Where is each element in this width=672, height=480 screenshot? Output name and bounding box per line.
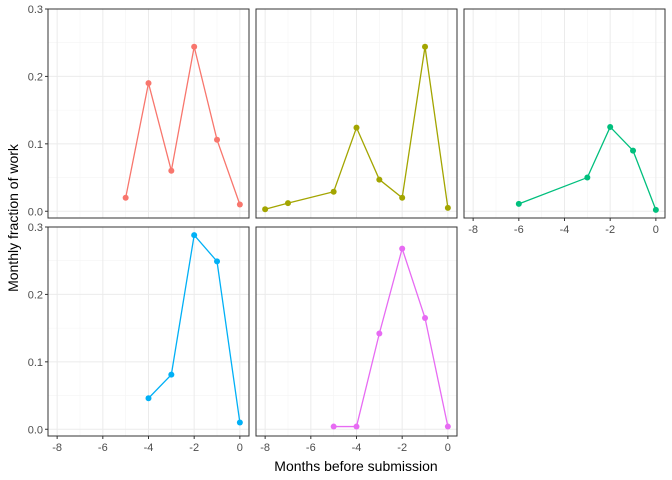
y-tick-label: 0.3	[28, 222, 43, 234]
x-tick-label: 0	[237, 442, 243, 454]
data-point	[191, 232, 198, 239]
y-tick-label: 0.1	[28, 139, 43, 151]
data-point	[145, 80, 152, 87]
x-tick-label: -4	[144, 442, 154, 454]
facet-panel-5: -8 -6 -4 -2 0	[255, 226, 458, 454]
x-tick-label: -6	[514, 224, 524, 236]
data-point	[214, 258, 221, 265]
facet-panel-4: 0.0 0.1 0.2 0.3 -8 -6 -4 -2 0	[28, 222, 250, 454]
data-point	[122, 194, 129, 201]
x-tick-label: -2	[397, 442, 407, 454]
x-tick-label: -2	[605, 224, 615, 236]
data-point	[422, 315, 429, 322]
data-point	[236, 419, 243, 426]
x-axis-title: Months before submission	[274, 458, 437, 474]
data-point	[191, 43, 198, 50]
data-point	[399, 245, 406, 252]
y-axis-title: Monthly fraction of work	[5, 143, 21, 292]
data-point	[168, 167, 175, 174]
data-point	[422, 43, 429, 50]
y-tick-label: 0.2	[28, 289, 43, 301]
panel-border	[47, 8, 250, 219]
x-tick-label: -8	[468, 224, 478, 236]
data-point	[652, 206, 659, 213]
data-point	[376, 176, 383, 183]
data-point	[330, 188, 337, 195]
data-point	[444, 204, 451, 211]
data-point	[353, 423, 360, 430]
x-tick-label: 0	[445, 442, 451, 454]
y-tick-label: 0.3	[28, 4, 43, 16]
x-tick-label: -2	[189, 442, 199, 454]
facet-panel-1: 0.0 0.1 0.2 0.3	[28, 4, 250, 219]
data-point	[376, 330, 383, 337]
x-tick-label: -6	[98, 442, 108, 454]
series-line-1	[125, 46, 241, 205]
data-point	[168, 371, 175, 378]
series-line-2	[264, 46, 449, 210]
panel-border	[255, 8, 458, 219]
data-point	[515, 200, 522, 207]
data-point	[353, 124, 360, 131]
data-point	[607, 123, 614, 130]
x-tick-label: -6	[306, 442, 316, 454]
data-point	[262, 206, 269, 213]
y-tick-label: 0.0	[28, 206, 43, 218]
data-point	[630, 147, 637, 154]
data-point	[236, 201, 243, 208]
facet-panel-3: -8 -6 -4 -2 0	[463, 8, 666, 236]
series-line-5	[333, 246, 449, 428]
data-point	[214, 136, 221, 143]
data-point	[444, 423, 451, 430]
facet-panel-2	[255, 8, 458, 219]
x-tick-label: -8	[52, 442, 62, 454]
data-point	[330, 423, 337, 430]
y-tick-label: 0.2	[28, 71, 43, 83]
y-tick-label: 0.0	[28, 424, 43, 436]
x-tick-label: -4	[352, 442, 362, 454]
data-point	[584, 174, 591, 181]
data-point	[145, 395, 152, 402]
data-point	[399, 194, 406, 201]
x-tick-label: 0	[653, 224, 659, 236]
data-point	[284, 200, 291, 207]
facet-panels: 0.00.10.20.3-8 -6 -4 -2 00.00.10.20.3-8 -6 -4-…	[28, 4, 666, 454]
x-tick-label: -8	[260, 442, 270, 454]
x-tick-label: -4	[560, 224, 570, 236]
y-tick-label: 0.1	[28, 357, 43, 369]
